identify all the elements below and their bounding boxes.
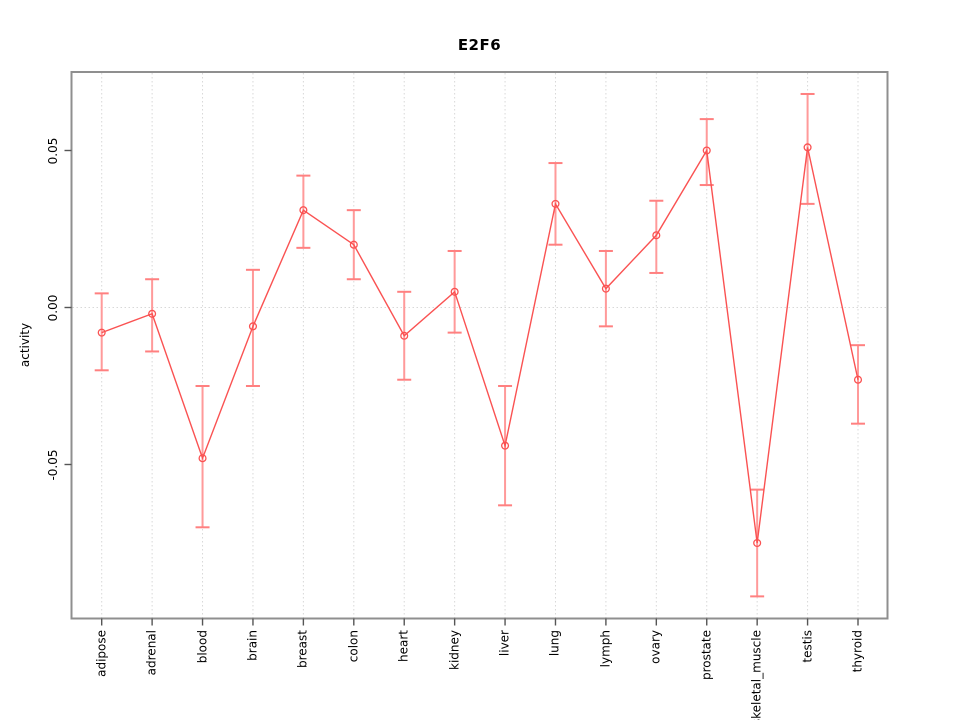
data-point-heart bbox=[400, 331, 409, 340]
data-point-colon bbox=[349, 240, 358, 249]
data-point-thyroid bbox=[853, 375, 863, 384]
x-axis-label-ovary: ovary bbox=[648, 630, 663, 664]
x-axis-label-brain: brain bbox=[245, 630, 260, 661]
x-axis-label-colon: colon bbox=[346, 630, 361, 663]
data-point-liver bbox=[501, 441, 510, 450]
data-point-breast bbox=[299, 206, 308, 215]
x-axis-label-blood: blood bbox=[195, 630, 210, 664]
data-point-lymph bbox=[601, 284, 610, 293]
x-axis-label-breast: breast bbox=[295, 630, 310, 668]
data-point-prostate bbox=[702, 146, 711, 155]
plot-border bbox=[70, 71, 889, 620]
x-axis-label-lymph: lymph bbox=[598, 630, 613, 668]
x-axis-label-skeletal_muscle: skeletal_muscle bbox=[749, 630, 764, 720]
x-axis-label-liver: liver bbox=[497, 630, 512, 657]
data-point-adipose bbox=[97, 328, 106, 337]
x-axis-label-heart: heart bbox=[396, 630, 411, 662]
data-point-blood bbox=[198, 454, 207, 463]
data-point-adrenal bbox=[148, 309, 157, 318]
x-axis-label-kidney: kidney bbox=[447, 630, 462, 670]
data-point-kidney bbox=[450, 287, 459, 296]
x-axis-label-thyroid: thyroid bbox=[850, 630, 865, 673]
data-point-skeletal_muscle bbox=[753, 538, 762, 548]
x-axis-label-adrenal: adrenal bbox=[144, 630, 159, 676]
trend-line bbox=[101, 147, 859, 544]
data-point-lung bbox=[551, 199, 560, 208]
y-tick-label-0.00: 0.00 bbox=[46, 294, 60, 321]
y-tick-label-0.05: 0.05 bbox=[46, 137, 60, 164]
data-point-testis bbox=[803, 143, 812, 152]
x-axis-label-adipose: adipose bbox=[94, 630, 109, 677]
x-axis-label-prostate: prostate bbox=[699, 630, 714, 681]
x-axis-label-testis: testis bbox=[800, 630, 815, 663]
chart-title: E2F6 bbox=[457, 36, 502, 54]
x-axis-label-lung: lung bbox=[547, 630, 562, 657]
data-point-brain bbox=[248, 322, 258, 331]
y-tick-label--0.05: -0.05 bbox=[46, 448, 60, 481]
data-point-ovary bbox=[652, 231, 661, 240]
